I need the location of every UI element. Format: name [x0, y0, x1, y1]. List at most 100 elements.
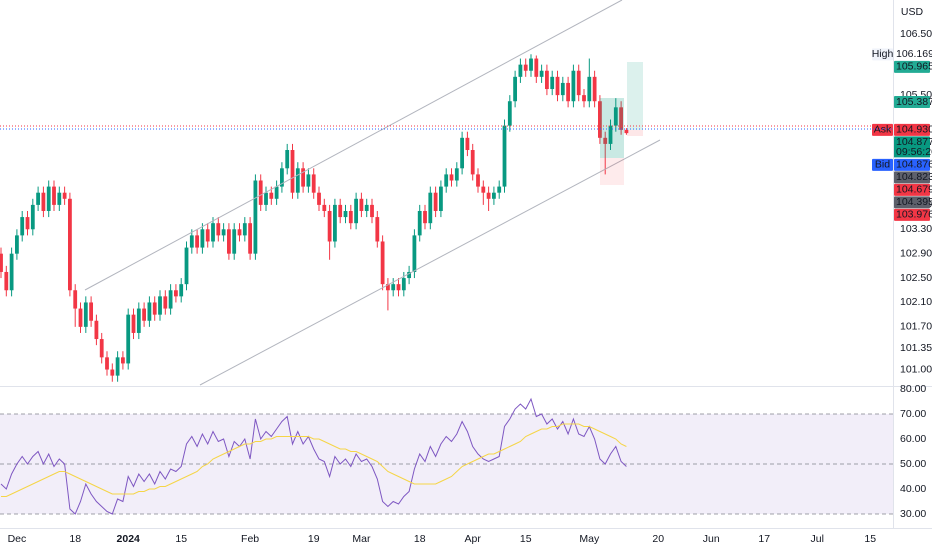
y-tick-label: 70.00: [900, 408, 926, 420]
candle-body: [338, 204, 343, 218]
candle-body: [523, 64, 528, 71]
x-tick-label: 15: [864, 533, 876, 545]
candle-body: [380, 241, 385, 285]
candle-body: [322, 204, 327, 211]
candle-body: [301, 168, 306, 187]
candle-body: [439, 186, 443, 211]
candle-body: [560, 82, 565, 96]
candle-body: [534, 58, 539, 77]
candle-body: [529, 58, 533, 71]
channel-upper: [84, 0, 623, 291]
x-tick-label: 18: [414, 533, 426, 545]
countdown-box: [894, 147, 930, 158]
y-tick-label: 30.00: [900, 508, 926, 520]
position-loss: [627, 130, 643, 136]
x-tick-label: Jul: [810, 533, 823, 545]
candle-body: [25, 217, 30, 230]
y-tick-label: 101.000: [900, 363, 932, 375]
candle-body: [518, 64, 523, 77]
candle-body: [497, 186, 502, 193]
x-tick-label: May: [579, 533, 600, 545]
candle-body: [582, 95, 586, 102]
candle-body: [348, 210, 353, 224]
x-tick-label: 20: [652, 533, 664, 545]
candle-body: [576, 70, 581, 96]
candle-body: [184, 247, 189, 285]
y-tick-label: 40.00: [900, 483, 926, 495]
price-label-box: [894, 208, 930, 221]
x-tick-label: Jun: [703, 533, 720, 545]
candle-body: [396, 284, 401, 291]
candle-body: [216, 223, 221, 236]
price-label: 105.387: [896, 96, 932, 108]
candle-body: [555, 76, 560, 96]
x-tick-label: Dec: [8, 533, 27, 545]
candle-body: [68, 198, 72, 291]
candle-body: [232, 229, 237, 254]
x-tick-label: 15: [175, 533, 187, 545]
candle-body: [0, 253, 3, 272]
candle-body: [460, 137, 465, 169]
candle-body: [550, 76, 555, 90]
price-label: 104.679: [896, 184, 932, 196]
y-tick-label: 80.00: [900, 383, 926, 395]
price-tag: High: [872, 48, 894, 60]
candle-body: [592, 76, 597, 102]
candle-body: [545, 70, 549, 90]
candle-body: [343, 210, 348, 218]
candle-body: [52, 186, 56, 205]
candle-body: [41, 192, 46, 211]
candle-body: [311, 174, 316, 193]
candle-body: [306, 174, 311, 187]
price-label-box: [894, 158, 930, 171]
price-tag: Ask: [874, 124, 892, 136]
candle-body: [15, 235, 19, 254]
candle-body: [412, 235, 417, 272]
candle-body: [227, 229, 231, 254]
x-tick-label: Feb: [241, 533, 259, 545]
currency: USD: [901, 6, 924, 18]
price-label-box: [894, 96, 930, 109]
candle-body: [449, 174, 454, 181]
candle-body: [131, 314, 136, 333]
drawings: [0, 0, 893, 386]
candle-body: [168, 290, 173, 309]
candle-body: [566, 82, 571, 102]
price-label-box: [894, 48, 930, 61]
x-tick-label: Apr: [465, 533, 482, 545]
candle-body: [428, 192, 433, 224]
price-label: 104.876: [896, 159, 932, 171]
x-tick-label: Mar: [352, 533, 371, 545]
y-tick-label: 106.500: [900, 28, 932, 40]
candle-body: [110, 369, 115, 376]
candle-body: [237, 229, 242, 236]
rsi-ma-line: [1, 423, 627, 497]
candle-body: [327, 210, 332, 242]
candle-body: [73, 290, 78, 309]
candle-body: [433, 192, 438, 211]
candle-body: [444, 174, 449, 187]
candle-body: [465, 137, 470, 151]
price-label: 104.930: [896, 124, 932, 136]
y-tick-label: 102.100: [900, 296, 932, 308]
price-label: 104.823: [896, 171, 932, 183]
candle-body: [513, 76, 518, 102]
candle-body: [269, 192, 274, 199]
candle-body: [99, 339, 104, 358]
candle-body: [619, 107, 624, 130]
candle-body: [20, 217, 25, 236]
candle-body: [507, 101, 512, 126]
candle-body: [608, 125, 613, 144]
price-label: 106.169: [896, 48, 932, 60]
candle-body: [391, 284, 396, 291]
candle-body: [9, 253, 14, 291]
candle-body: [105, 357, 109, 370]
price-label-box: [894, 196, 930, 209]
countdown: 09:56:26: [896, 146, 932, 158]
candle-body: [274, 186, 279, 199]
x-tick-label: 2024: [117, 533, 141, 545]
candle-body: [375, 217, 380, 242]
y-tick-label: 102.900: [900, 247, 932, 259]
